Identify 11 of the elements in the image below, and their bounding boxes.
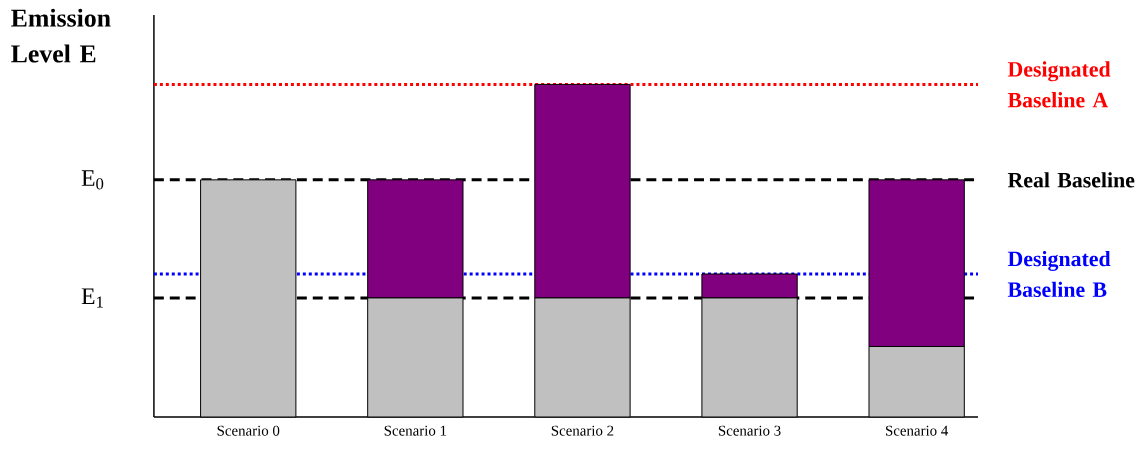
ref-line-label: Real Baseline [1007, 172, 1135, 188]
text: E$_{0}$ [81, 170, 104, 190]
y-axis-title: Emission Level E [11, 8, 111, 63]
text: E$_{1}$ [81, 288, 103, 308]
x-tick-label: Scenario 1 [384, 425, 447, 436]
x-tick-label: Scenario 4 [886, 425, 949, 436]
x-tick-label: Scenario 0 [217, 425, 280, 436]
x-tick-label: Scenario 2 [551, 425, 614, 436]
x-tick-label: Scenario 3 [718, 425, 781, 436]
ref-line-label: Designated Baseline B [1007, 251, 1111, 298]
ref-line-label: Designated Baseline A [1007, 61, 1111, 108]
